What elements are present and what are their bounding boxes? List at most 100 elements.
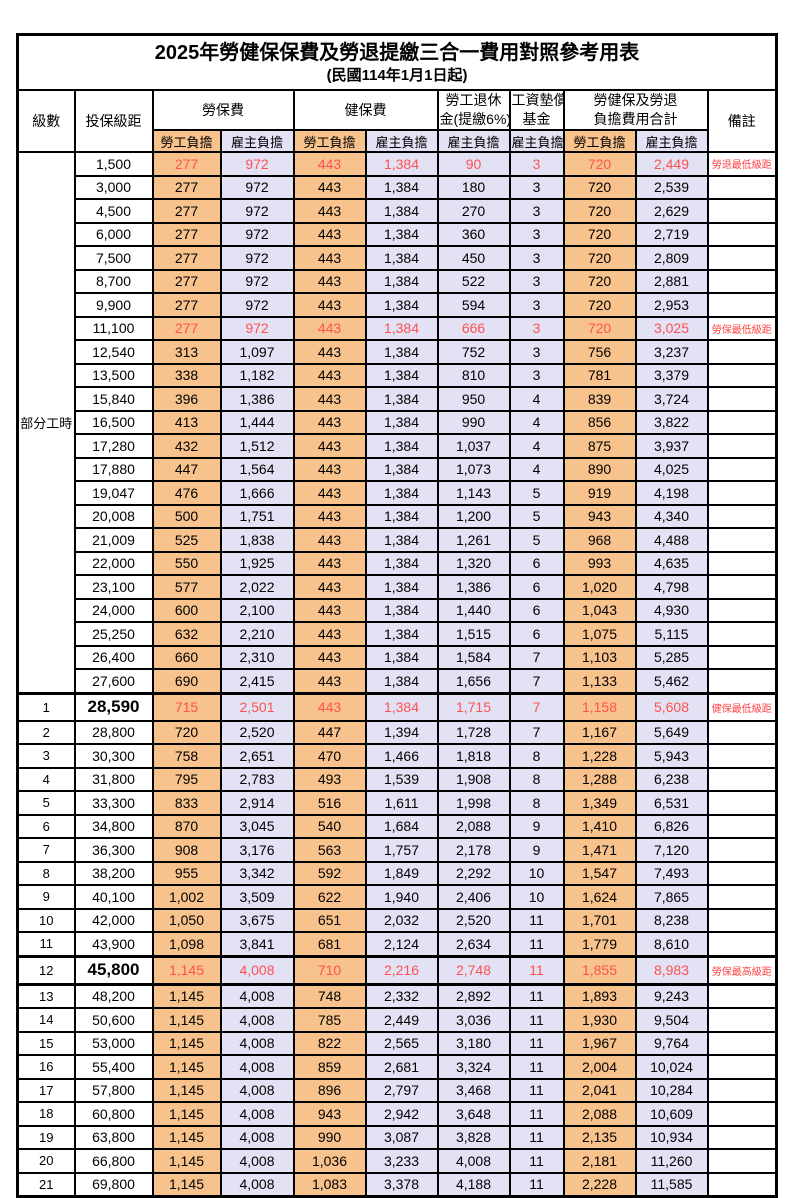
cell-total-employer: 2,953	[634, 292, 709, 318]
cell-health-employee: 990	[292, 1124, 367, 1150]
cell-total-employer: 2,539	[634, 174, 709, 200]
cell-labor-employee: 1,145	[151, 1148, 222, 1174]
cell-labor-employee: 1,145	[151, 1171, 222, 1198]
cell-health-employer: 2,032	[364, 907, 439, 933]
cell-level: 21	[16, 1171, 76, 1198]
cell-wagefund-employer: 6	[508, 621, 565, 647]
cell-wagefund-employer: 5	[508, 480, 565, 506]
cell-bracket: 1,500	[73, 151, 154, 177]
cell-wagefund-employer: 3	[508, 292, 565, 318]
cell-total-employer: 8,610	[634, 931, 709, 957]
cell-pension-employer: 3,036	[436, 1007, 511, 1033]
cell-pension-employer: 90	[436, 151, 511, 177]
table-row: 27,600 690 2,415 443 1,384 1,656 7 1,133 5,462	[18, 668, 778, 694]
cell-level: 1	[16, 691, 76, 722]
cell-bracket: 6,000	[73, 221, 154, 247]
cell-labor-employer: 1,838	[219, 527, 295, 553]
cell-bracket: 11,100	[73, 315, 154, 341]
cell-bracket: 12,540	[73, 339, 154, 365]
cell-wagefund-employer: 5	[508, 503, 565, 529]
cell-bracket: 25,250	[73, 621, 154, 647]
cell-total-employee: 1,158	[562, 691, 637, 722]
cell-labor-employer: 3,509	[219, 884, 295, 910]
cell-total-employer: 7,120	[634, 837, 709, 863]
cell-pension-employer: 4,188	[436, 1171, 511, 1198]
cell-total-employee: 720	[562, 245, 637, 271]
col-header-pension: 勞工退休 金(提繳6%)	[436, 89, 511, 131]
cell-labor-employer: 2,022	[219, 574, 295, 600]
cell-pension-employer: 1,200	[436, 503, 511, 529]
cell-level: 5	[16, 790, 76, 816]
cell-pension-employer: 1,440	[436, 597, 511, 623]
cell-labor-employee: 277	[151, 245, 222, 271]
cell-pension-employer: 1,386	[436, 574, 511, 600]
cell-total-employee: 2,228	[562, 1171, 637, 1198]
cell-total-employee: 1,855	[562, 954, 637, 986]
cell-total-employer: 3,379	[634, 362, 709, 388]
cell-remark	[706, 268, 778, 294]
cell-bracket: 23,100	[73, 574, 154, 600]
cell-total-employer: 4,340	[634, 503, 709, 529]
cell-total-employee: 890	[562, 456, 637, 482]
cell-pension-employer: 1,998	[436, 790, 511, 816]
col-header-health-insurance: 健保費	[292, 89, 439, 131]
cell-health-employee: 443	[292, 691, 367, 722]
cell-total-employer: 2,881	[634, 268, 709, 294]
cell-remark	[706, 1101, 778, 1127]
cell-total-employer: 5,943	[634, 743, 709, 769]
cell-labor-employee: 1,145	[151, 1054, 222, 1080]
cell-total-employer: 4,930	[634, 597, 709, 623]
cell-remark	[706, 668, 778, 694]
cell-health-employer: 2,449	[364, 1007, 439, 1033]
cell-remark	[706, 174, 778, 200]
cell-level: 7	[16, 837, 76, 863]
cell-labor-employee: 1,145	[151, 983, 222, 1009]
cell-labor-employer: 4,008	[219, 1077, 295, 1103]
cell-remark: 勞保最高級距	[706, 954, 778, 986]
cell-pension-employer: 1,656	[436, 668, 511, 694]
cell-total-employer: 8,238	[634, 907, 709, 933]
cell-health-employer: 2,797	[364, 1077, 439, 1103]
cell-total-employer: 9,243	[634, 983, 709, 1009]
cell-wagefund-employer: 10	[508, 884, 565, 910]
col-header-total: 勞健保及勞退 負擔費用合計	[562, 89, 709, 131]
cell-health-employer: 3,087	[364, 1124, 439, 1150]
cell-labor-employer: 972	[219, 198, 295, 224]
cell-wagefund-employer: 11	[508, 1030, 565, 1056]
cell-wagefund-employer: 6	[508, 550, 565, 576]
table-row: 4 31,800 795 2,783 493 1,539 1,908 8 1,288 6,238	[16, 766, 778, 792]
cell-labor-employee: 577	[151, 574, 222, 600]
cell-total-employee: 968	[562, 527, 637, 553]
cell-labor-employee: 795	[151, 766, 222, 792]
cell-remark	[706, 813, 778, 839]
cell-remark	[706, 433, 778, 459]
cell-total-employer: 4,798	[634, 574, 709, 600]
cell-labor-employee: 758	[151, 743, 222, 769]
cell-labor-employer: 1,666	[219, 480, 295, 506]
cell-pension-employer: 1,515	[436, 621, 511, 647]
cell-total-employee: 1,020	[562, 574, 637, 600]
cell-health-employee: 443	[292, 151, 367, 177]
cell-wagefund-employer: 4	[508, 433, 565, 459]
cell-health-employee: 443	[292, 480, 367, 506]
col-header-bracket: 投保級距	[73, 89, 154, 153]
cell-health-employer: 1,466	[364, 743, 439, 769]
table-row: 6 34,800 870 3,045 540 1,684 2,088 9 1,410 6,826	[16, 813, 778, 839]
cell-total-employer: 5,115	[634, 621, 709, 647]
cell-total-employee: 2,041	[562, 1077, 637, 1103]
table-row: 13,500 338 1,182 443 1,384 810 3 781 3,379	[18, 362, 778, 388]
cell-bracket: 43,900	[73, 931, 154, 957]
cell-labor-employee: 500	[151, 503, 222, 529]
cell-wagefund-employer: 3	[508, 245, 565, 271]
cell-health-employer: 2,681	[364, 1054, 439, 1080]
cell-labor-employee: 833	[151, 790, 222, 816]
cell-health-employer: 1,384	[364, 527, 439, 553]
cell-remark	[706, 480, 778, 506]
cell-total-employee: 2,181	[562, 1148, 637, 1174]
cell-health-employer: 1,384	[364, 362, 439, 388]
cell-health-employee: 443	[292, 198, 367, 224]
cell-wagefund-employer: 3	[508, 362, 565, 388]
cell-health-employee: 592	[292, 860, 367, 886]
cell-health-employee: 443	[292, 621, 367, 647]
cell-health-employer: 1,384	[364, 456, 439, 482]
